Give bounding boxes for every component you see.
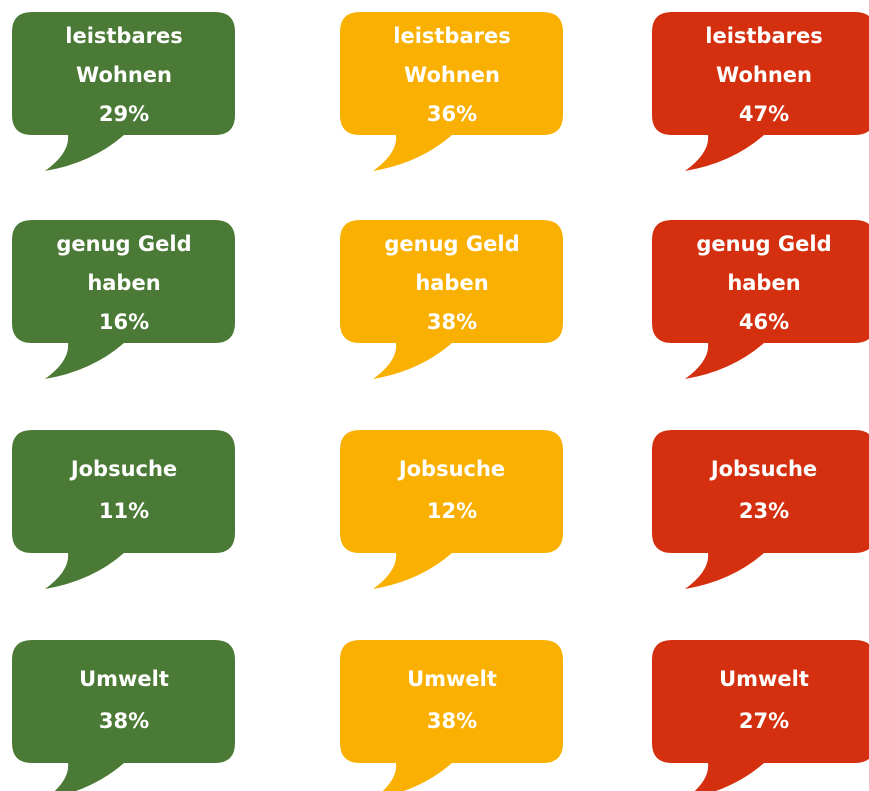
bubble-value: 27% — [739, 709, 789, 733]
bubble-label: leistbares — [65, 24, 182, 48]
speech-bubble — [12, 640, 235, 791]
bubble-value: 38% — [427, 709, 477, 733]
bubble-label: Umwelt — [79, 667, 169, 691]
speech-bubble — [12, 12, 235, 171]
bubble-label: haben — [415, 271, 488, 295]
bubble-label: haben — [727, 271, 800, 295]
speech-bubble — [340, 430, 563, 589]
bubble-value: 38% — [99, 709, 149, 733]
bubble-label: genug Geld — [696, 232, 831, 256]
bubble-label: Umwelt — [407, 667, 497, 691]
bubble-value: 47% — [739, 102, 789, 126]
bubble-label: Jobsuche — [709, 457, 817, 481]
bubble-label: genug Geld — [384, 232, 519, 256]
bubble-label: leistbares — [705, 24, 822, 48]
bubble-value: 36% — [427, 102, 477, 126]
bubble-value: 38% — [427, 310, 477, 334]
speech-bubble — [340, 640, 563, 791]
bubble-value: 16% — [99, 310, 149, 334]
bubble-value: 29% — [99, 102, 149, 126]
bubble-label: Wohnen — [404, 63, 500, 87]
bubble-label: Umwelt — [719, 667, 809, 691]
bubble-value: 11% — [99, 499, 149, 523]
speech-bubble — [12, 430, 235, 589]
speech-bubble — [652, 220, 869, 379]
speech-bubble — [652, 12, 869, 171]
bubble-label: Jobsuche — [69, 457, 177, 481]
bubble-label: Jobsuche — [397, 457, 505, 481]
bubble-label: Wohnen — [716, 63, 812, 87]
speech-bubble — [12, 220, 235, 379]
bubble-label: haben — [87, 271, 160, 295]
speech-bubble — [340, 220, 563, 379]
bubble-label: Wohnen — [76, 63, 172, 87]
bubble-value: 12% — [427, 499, 477, 523]
bubble-label: leistbares — [393, 24, 510, 48]
speech-bubble — [340, 12, 563, 171]
bubble-value: 23% — [739, 499, 789, 523]
bubble-value: 46% — [739, 310, 789, 334]
speech-bubble — [652, 640, 869, 791]
speech-bubble — [652, 430, 869, 589]
bubble-label: genug Geld — [56, 232, 191, 256]
